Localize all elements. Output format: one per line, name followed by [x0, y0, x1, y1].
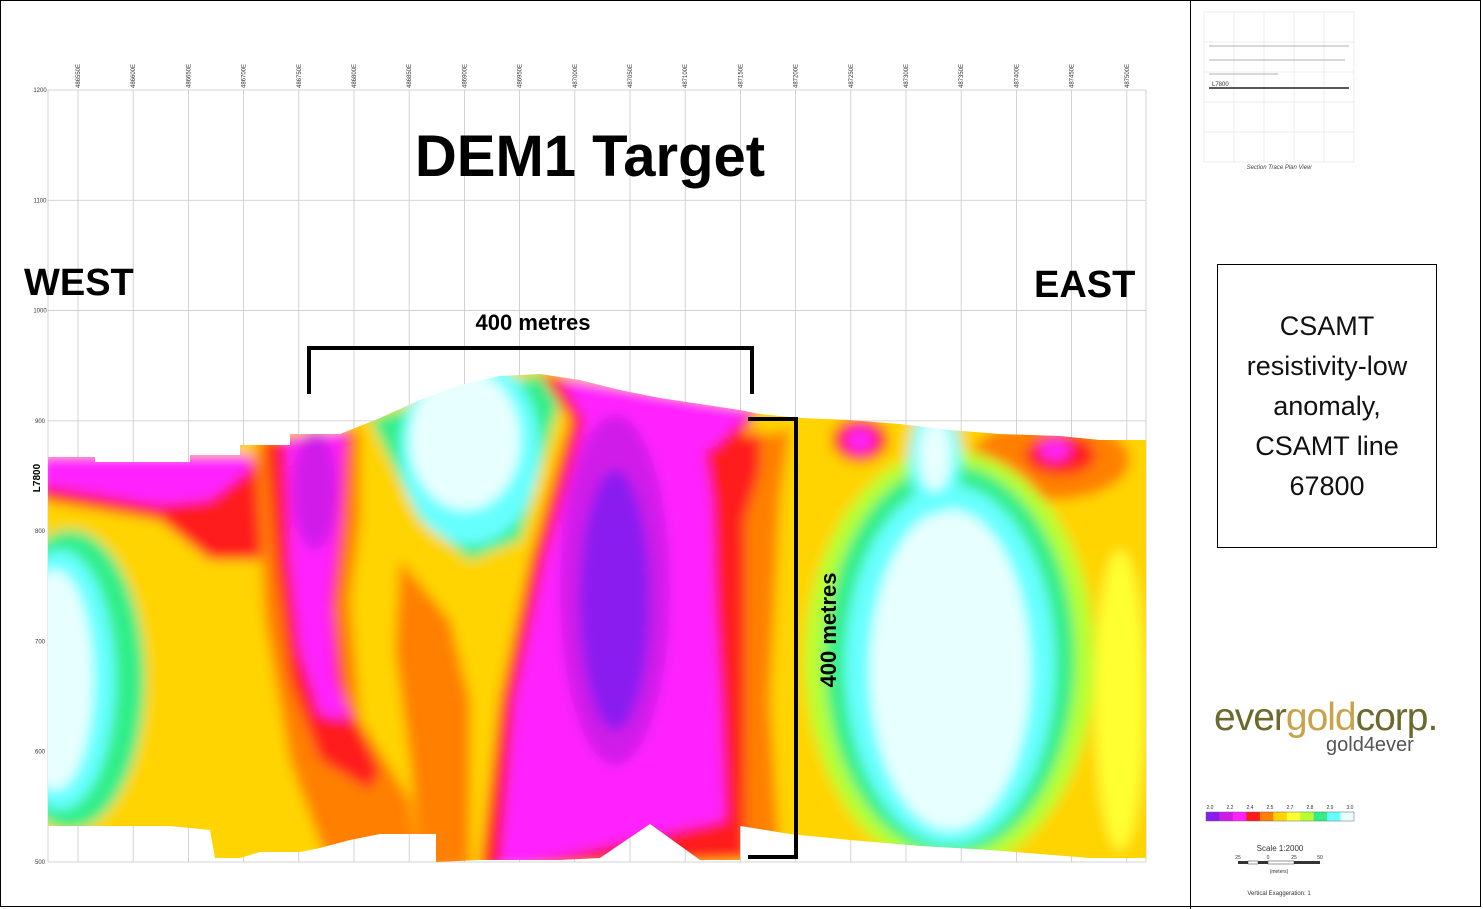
colorbar-swatch	[1286, 812, 1301, 821]
y-tick-label: 500	[35, 860, 46, 866]
colorbar-swatch	[1206, 812, 1220, 821]
scale-tick-3: 50	[1317, 855, 1323, 861]
x-tick-label: 486900E	[462, 64, 468, 88]
colorbar-swatch	[1246, 812, 1261, 821]
west-label: WEST	[24, 262, 134, 304]
section-label: L7800	[32, 463, 43, 492]
inset-caption: Section Trace Plan View	[1247, 165, 1312, 171]
scale-tick-1: 0	[1267, 855, 1270, 861]
vertical-scale-bracket	[748, 417, 798, 859]
logo-wordmark: evergoldcorp.	[1214, 698, 1474, 738]
scale-tick-0: 25	[1235, 855, 1241, 861]
description-text: CSAMT resistivity-low anomaly, CSAMT lin…	[1246, 311, 1408, 501]
company-logo: evergoldcorp. gold4ever	[1214, 698, 1474, 757]
scale-units: (meters)	[1270, 869, 1289, 875]
colorbar-tick: 2.5	[1267, 805, 1274, 811]
x-tick-label: 486700E	[242, 64, 248, 88]
colorbar-frame	[1205, 811, 1355, 822]
x-tick-label: 487250E	[849, 64, 855, 88]
panel-divider	[1190, 0, 1191, 909]
description-box: CSAMT resistivity-low anomaly, CSAMT lin…	[1217, 264, 1437, 548]
y-tick-label: 700	[35, 639, 46, 645]
vertical-exaggeration: Vertical Exaggeration: 1	[1247, 891, 1311, 897]
colorbar-swatch	[1300, 812, 1315, 821]
x-tick-label: 487150E	[738, 64, 744, 88]
colorbar-swatch	[1219, 812, 1234, 821]
inset-line-label: L7800	[1212, 82, 1229, 88]
logo-tagline: gold4ever	[1326, 734, 1414, 756]
y-tick-label: 1100	[34, 198, 48, 204]
x-tick-label: 486800E	[352, 64, 358, 88]
x-tick-label: 487500E	[1125, 64, 1131, 88]
colorbar-swatch	[1340, 812, 1355, 821]
y-tick-label: 1200	[33, 88, 47, 94]
colorbar-swatch	[1327, 812, 1342, 821]
x-tick-label: 486550E	[76, 64, 82, 88]
colorbar-swatch	[1313, 812, 1328, 821]
colorbar-tick: 2.7	[1287, 805, 1294, 811]
x-tick-label: 486950E	[518, 64, 524, 88]
x-tick-label: 487050E	[628, 64, 634, 88]
y-tick-label: 600	[35, 750, 46, 756]
colorbar-swatch	[1259, 812, 1274, 821]
x-tick-label: 486600E	[131, 64, 137, 88]
east-label: EAST	[1034, 264, 1135, 306]
map-scale-bar: Scale 1:2000 25 0 25 50 (meters) Vertica…	[1235, 844, 1323, 897]
y-tick-label: 800	[35, 529, 46, 535]
vertical-scale-label: 400 metres	[816, 573, 841, 688]
x-tick-label: 486650E	[186, 64, 192, 88]
x-tick-label: 487450E	[1070, 64, 1076, 88]
x-tick-label: 487000E	[573, 64, 579, 88]
scale-tick-2: 25	[1291, 855, 1297, 861]
x-tick-label: 487100E	[683, 64, 689, 88]
colorbar-swatch	[1273, 812, 1288, 821]
y-tick-label: 1000	[33, 309, 47, 315]
colorbar-tick: 2.4	[1247, 805, 1254, 811]
logo-gold: gold	[1285, 696, 1357, 739]
colorbar-swatch	[1232, 812, 1247, 821]
x-tick-label: 486750E	[297, 64, 303, 88]
colorbar-tick: 2.9	[1327, 805, 1334, 811]
resistivity-section	[48, 374, 1146, 862]
y-tick-labels: 1200 1100 1000 900 800 700 600 500	[33, 88, 47, 866]
x-tick-label: 487350E	[959, 64, 965, 88]
scale-title: Scale 1:2000	[1257, 844, 1304, 853]
chart-title: DEM1 Target	[415, 124, 765, 189]
x-tick-label: 486850E	[407, 64, 413, 88]
x-tick-label: 487400E	[1014, 64, 1020, 88]
y-tick-label: 900	[35, 419, 46, 425]
colorbar-tick: 2.2	[1227, 805, 1234, 811]
colorbar-tick: 2.0	[1207, 805, 1214, 811]
x-tick-labels: 486550E 486600E 486650E 486700E 486750E 48680…	[76, 64, 1131, 88]
colorbar-tick: 3.0	[1347, 805, 1354, 811]
logo-corp: corp.	[1355, 696, 1439, 739]
section-trace-inset: L7800 Section Trace Plan View	[1203, 11, 1355, 171]
resistivity-colorbar: 2.0 2.2 2.4 2.5 2.7 2.8 2.9 3.0	[1205, 805, 1355, 822]
logo-ever: ever	[1214, 696, 1287, 739]
colorbar-tick: 2.8	[1307, 805, 1314, 811]
horizontal-scale-bracket	[307, 346, 754, 394]
x-tick-label: 487200E	[794, 64, 800, 88]
x-tick-label: 487300E	[904, 64, 910, 88]
horizontal-scale-label: 400 metres	[476, 310, 591, 335]
